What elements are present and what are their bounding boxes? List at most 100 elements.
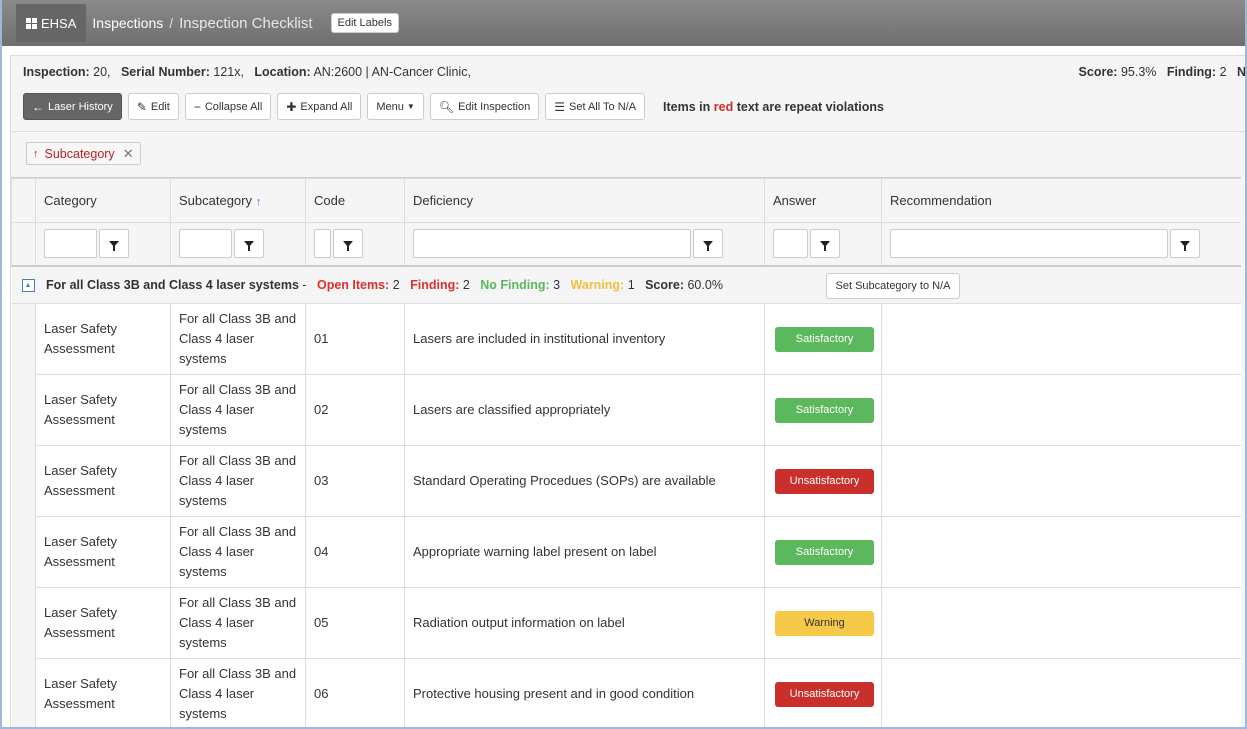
table-row[interactable]: Laser Safety Assessment For all Class 3B… — [11, 374, 1241, 446]
sort-ascending-icon: ↑ — [256, 196, 262, 208]
column-header-recommendation[interactable]: Recommendation — [881, 178, 1241, 223]
table-row[interactable]: Laser Safety Assessment For all Class 3B… — [11, 516, 1241, 588]
edit-label: Edit — [150, 100, 170, 113]
group-chip-subcategory[interactable]: ↑ Subcategory ✕ — [26, 142, 141, 165]
arrow-left-icon: ← — [32, 99, 44, 114]
row-recommendation[interactable] — [881, 374, 1241, 446]
collapse-group-icon[interactable]: ▲ — [21, 278, 35, 292]
caret-down-icon: ▼ — [406, 102, 415, 111]
brand-label: EHSA — [41, 15, 77, 31]
group-title: For all Class 3B and Class 4 laser syste… — [45, 277, 299, 292]
sort-arrow-up-icon: ↑ — [33, 147, 39, 160]
filter-cell-recommendation — [881, 222, 1241, 267]
row-recommendation[interactable] — [881, 303, 1241, 375]
laser-history-button[interactable]: ← Laser History — [23, 93, 122, 120]
recommendation-filter-button[interactable] — [1170, 229, 1200, 259]
page-title: Inspection Checklist — [179, 14, 313, 32]
table-row[interactable]: Laser Safety Assessment For all Class 3B… — [11, 445, 1241, 517]
subcategory-filter-button[interactable] — [234, 229, 264, 259]
answer-badge[interactable]: Satisfactory — [775, 326, 874, 352]
answer-badge[interactable]: Satisfactory — [775, 539, 874, 565]
laser-history-label: Laser History — [48, 100, 113, 113]
category-filter-input[interactable] — [44, 229, 97, 259]
subcategory-filter-input[interactable] — [179, 229, 232, 259]
filter-icon — [244, 240, 254, 251]
serial-value: 121x, — [213, 65, 244, 79]
answer-filter-button[interactable] — [810, 229, 840, 259]
row-indent — [11, 658, 36, 729]
edit-inspection-button[interactable]: 🔍︎ Edit Inspection — [429, 93, 540, 120]
column-header-code[interactable]: Code — [305, 178, 405, 223]
row-subcategory: For all Class 3B and Class 4 laser syste… — [170, 374, 306, 446]
row-code: 06 — [305, 658, 405, 729]
answer-badge[interactable]: Unsatisfactory — [775, 468, 874, 494]
top-navbar: EHSA Inspections / Inspection Checklist … — [0, 0, 1247, 46]
column-header-category[interactable]: Category — [35, 178, 171, 223]
column-header-answer[interactable]: Answer — [764, 178, 882, 223]
code-header-label: Code — [314, 193, 346, 208]
filter-icon — [1180, 240, 1190, 251]
row-answer-cell: Unsatisfactory — [764, 445, 882, 517]
row-recommendation[interactable] — [881, 516, 1241, 588]
plus-icon: ✚ — [286, 99, 297, 114]
filter-cell-answer — [764, 222, 882, 267]
finding-value: 2 — [1219, 65, 1227, 79]
edit-labels-button[interactable]: Edit Labels — [330, 13, 399, 33]
filter-icon — [703, 240, 713, 251]
checklist-grid: Category Subcategory ↑ Code Deficiency An… — [11, 177, 1241, 729]
close-icon[interactable]: ✕ — [122, 145, 134, 161]
row-recommendation[interactable] — [881, 445, 1241, 517]
deficiency-filter-button[interactable] — [693, 229, 723, 259]
group-finding-value: 2 — [462, 277, 470, 292]
column-header-deficiency[interactable]: Deficiency — [404, 178, 765, 223]
row-recommendation[interactable] — [881, 587, 1241, 659]
pencil-icon: ✎ — [136, 99, 147, 114]
row-deficiency: Appropriate warning label present on lab… — [404, 516, 765, 588]
group-score-label: Score: — [645, 277, 684, 292]
edit-inspection-label: Edit Inspection — [458, 100, 531, 113]
answer-badge[interactable]: Warning — [775, 610, 874, 636]
expand-all-button[interactable]: ✚ Expand All — [277, 93, 362, 120]
code-filter-button[interactable] — [333, 229, 363, 259]
score-value: 95.3% — [1120, 65, 1157, 79]
checklist-rows: Laser Safety Assessment For all Class 3B… — [11, 303, 1241, 729]
row-category: Laser Safety Assessment — [35, 516, 171, 588]
deficiency-filter-input[interactable] — [413, 229, 691, 259]
location-label: Location: — [254, 65, 311, 79]
table-row[interactable]: Laser Safety Assessment For all Class 3B… — [11, 303, 1241, 375]
expand-all-label: Expand All — [300, 100, 353, 113]
menu-button[interactable]: Menu ▼ — [367, 93, 424, 120]
set-subcategory-na-button[interactable]: Set Subcategory to N/A — [825, 272, 961, 299]
warning-label: Warning: — [570, 277, 625, 292]
breadcrumb-inspections[interactable]: Inspections — [92, 15, 164, 31]
brand-link[interactable]: EHSA — [16, 4, 87, 42]
code-filter-input[interactable] — [314, 229, 331, 259]
set-all-na-label: Set All To N/A — [568, 100, 637, 113]
group-score-value: 60.0% — [687, 277, 723, 292]
set-all-na-button[interactable]: ☰ Set All To N/A — [545, 93, 646, 120]
column-header-subcategory[interactable]: Subcategory ↑ — [170, 178, 306, 223]
edit-button[interactable]: ✎ Edit — [127, 93, 179, 120]
row-code: 01 — [305, 303, 405, 375]
breadcrumb-separator: / — [169, 15, 174, 31]
table-row[interactable]: Laser Safety Assessment For all Class 3B… — [11, 658, 1241, 729]
category-filter-button[interactable] — [99, 229, 129, 259]
row-code: 04 — [305, 516, 405, 588]
header-row: Category Subcategory ↑ Code Deficiency An… — [11, 178, 1241, 223]
row-category: Laser Safety Assessment — [35, 303, 171, 375]
row-indent — [11, 587, 36, 659]
table-row[interactable]: Laser Safety Assessment For all Class 3B… — [11, 587, 1241, 659]
row-answer-cell: Warning — [764, 587, 882, 659]
answer-badge[interactable]: Satisfactory — [775, 397, 874, 423]
row-indent — [11, 445, 36, 517]
row-code: 03 — [305, 445, 405, 517]
collapse-all-button[interactable]: − Collapse All — [184, 93, 272, 120]
answer-filter-input[interactable] — [773, 229, 808, 259]
row-answer-cell: Unsatisfactory — [764, 658, 882, 729]
answer-badge[interactable]: Unsatisfactory — [775, 681, 874, 707]
inspection-label: Inspection: — [23, 65, 90, 79]
open-items-value: 2 — [392, 277, 400, 292]
row-recommendation[interactable] — [881, 658, 1241, 729]
recommendation-filter-input[interactable] — [890, 229, 1168, 259]
category-header-label: Category — [44, 193, 97, 208]
